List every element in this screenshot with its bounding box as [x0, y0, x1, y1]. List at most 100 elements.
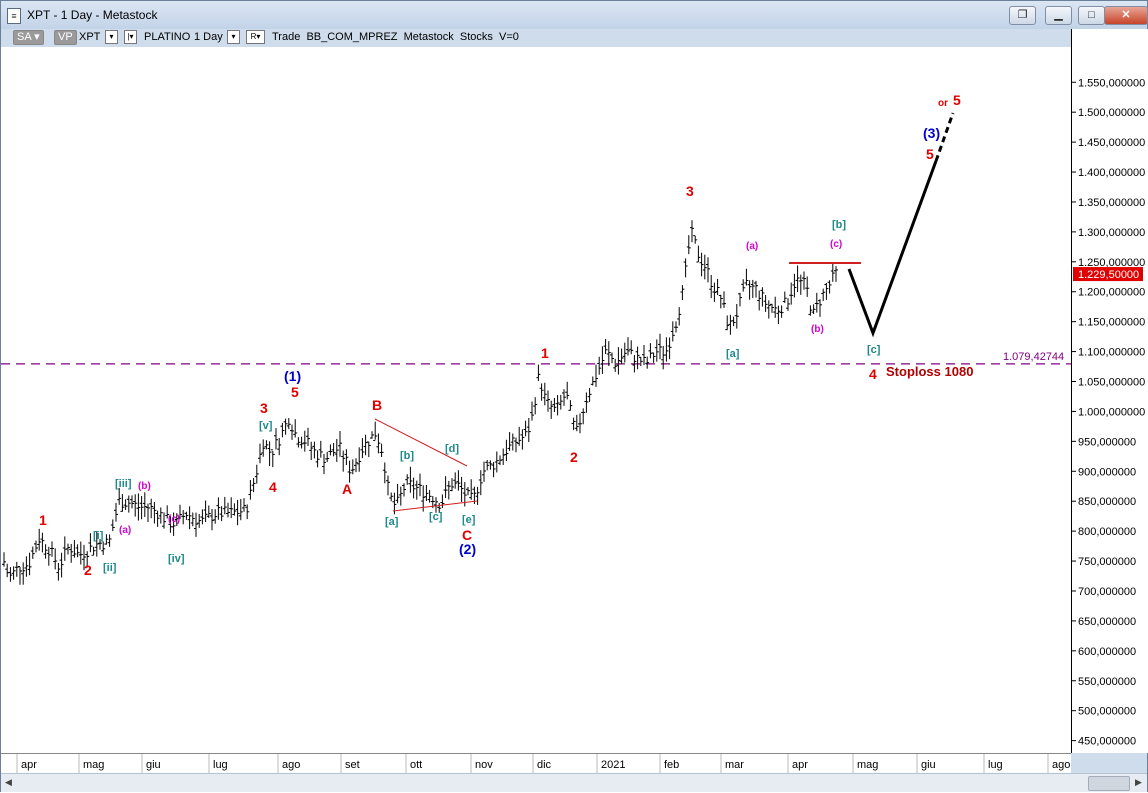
x-tick-label: ago [282, 759, 300, 771]
wave-label: 5 [953, 92, 961, 108]
wave-label: [c] [429, 511, 443, 523]
y-tick-label: 750,000000 [1078, 556, 1136, 568]
x-tick-label: ago [1052, 759, 1070, 771]
x-tick-label: 2021 [601, 759, 625, 771]
wave-label: (c) [830, 239, 842, 250]
toolbar-info-text: Trade BB_COM_MPREZ Metastock Stocks V=0 [272, 31, 519, 43]
y-tick-label: 600,000000 [1078, 646, 1136, 658]
triangle-lower-line [392, 500, 478, 512]
wave-label: C [462, 527, 472, 543]
wave-label: 3 [260, 400, 268, 416]
y-tick-label: 1.450,000000 [1078, 137, 1145, 149]
y-tick-label: 950,000000 [1078, 436, 1136, 448]
document-icon[interactable]: ≡ [7, 8, 21, 24]
wave-label: (1) [284, 368, 301, 384]
wave-label: or [938, 98, 948, 109]
x-tick-label: nov [475, 759, 493, 771]
wave-label: 3 [686, 183, 694, 199]
restore-icon[interactable]: ❐ [1009, 6, 1036, 25]
minimize-button[interactable]: ▁ [1045, 6, 1072, 25]
wave-label: (3) [923, 125, 940, 141]
wave-label: (b) [811, 324, 824, 335]
period-dropdown-icon[interactable]: ▾ [227, 30, 240, 44]
y-tick-label: 650,000000 [1078, 616, 1136, 628]
wave-label: [ii] [103, 562, 117, 574]
title-bar: ≡ XPT - 1 Day - Metastock ❐ ▁ □ ✕ [1, 1, 1148, 29]
wave-label: 4 [269, 479, 277, 495]
wave-label: (2) [459, 541, 476, 557]
wave-label: (a) [746, 241, 758, 252]
x-tick-label: giu [921, 759, 936, 771]
x-tick-label: set [345, 759, 360, 771]
wave-label: 5 [291, 384, 299, 400]
sa-button[interactable]: SA ▾ [13, 30, 44, 45]
window-title: XPT - 1 Day - Metastock [27, 8, 158, 22]
scroll-thumb[interactable] [1088, 776, 1130, 791]
x-tick-label: apr [792, 759, 808, 771]
x-tick-label: giu [146, 759, 161, 771]
y-tick-label: 800,000000 [1078, 526, 1136, 538]
name-dropdown-icon[interactable]: |▾ [124, 30, 137, 44]
wave-label: 1 [39, 512, 47, 528]
triangle-upper-line [374, 418, 468, 467]
wave-label: [b] [400, 450, 414, 462]
horizontal-scrollbar[interactable]: ◀ ▶ [1, 773, 1147, 792]
x-tick-label: lug [213, 759, 228, 771]
scroll-left-icon[interactable]: ◀ [5, 777, 12, 787]
last-price-badge [1073, 267, 1143, 282]
wave-label: (a) [119, 525, 131, 536]
wave-label: (c) [168, 514, 180, 525]
symbol-label: XPT [79, 31, 101, 43]
wave-label: 4 [869, 366, 877, 382]
wave-label: [v] [259, 420, 273, 432]
wave-label: B [372, 397, 382, 413]
instrument-name: PLATINO [144, 31, 191, 43]
x-tick-label: apr [21, 759, 37, 771]
scroll-right-icon[interactable]: ▶ [1135, 777, 1142, 787]
x-tick-label: feb [664, 759, 679, 771]
y-tick-label: 1.250,000000 [1078, 257, 1145, 269]
y-tick-label: 1.550,000000 [1078, 77, 1145, 89]
y-tick-label: 450,000000 [1078, 736, 1136, 748]
x-tick-label: mar [725, 759, 744, 771]
stoploss-value-label: 1.079,42744 [1003, 351, 1064, 363]
y-tick-label: 1.350,000000 [1078, 197, 1145, 209]
mode-dropdown[interactable]: R▾ [246, 30, 265, 44]
x-tick-label: lug [988, 759, 1003, 771]
wave-label: [iii] [115, 478, 132, 490]
wave-label: A [342, 481, 352, 497]
y-tick-label: 500,000000 [1078, 706, 1136, 718]
stoploss-text: Stoploss 1080 [886, 364, 973, 379]
y-tick-label: 1.400,000000 [1078, 167, 1145, 179]
y-tick-label: 1.500,000000 [1078, 107, 1145, 119]
wave-label: 5 [926, 146, 934, 162]
wave-label: [i] [93, 530, 104, 542]
projection-line [847, 160, 938, 338]
x-tick-label: ott [410, 759, 422, 771]
vp-button[interactable]: VP [54, 30, 77, 45]
y-tick-label: 900,000000 [1078, 466, 1136, 478]
x-tick-label: mag [857, 759, 878, 771]
wave-label: [b] [832, 219, 846, 231]
y-tick-label: 550,000000 [1078, 676, 1136, 688]
x-tick-label: dic [537, 759, 552, 771]
wave-label: 2 [570, 449, 578, 465]
y-tick-label: 850,000000 [1078, 496, 1136, 508]
wave-label: 2 [84, 562, 92, 578]
period-label: 1 Day [194, 31, 223, 43]
date-axis [1, 753, 1071, 774]
y-tick-label: 1.100,000000 [1078, 347, 1145, 359]
wave-label: [iv] [168, 553, 185, 565]
price-axis [1071, 29, 1148, 753]
last-price-label: 1.229,50000 [1078, 269, 1139, 281]
wave-label: (b) [138, 481, 151, 492]
y-tick-label: 700,000000 [1078, 586, 1136, 598]
symbol-dropdown-icon[interactable]: ▾ [105, 30, 118, 44]
y-tick-label: 1.200,000000 [1078, 287, 1145, 299]
price-chart-area[interactable] [1, 47, 1071, 753]
wave-label: [e] [462, 514, 476, 526]
wave-label: [c] [867, 344, 881, 356]
wave-label: [a] [726, 348, 740, 360]
